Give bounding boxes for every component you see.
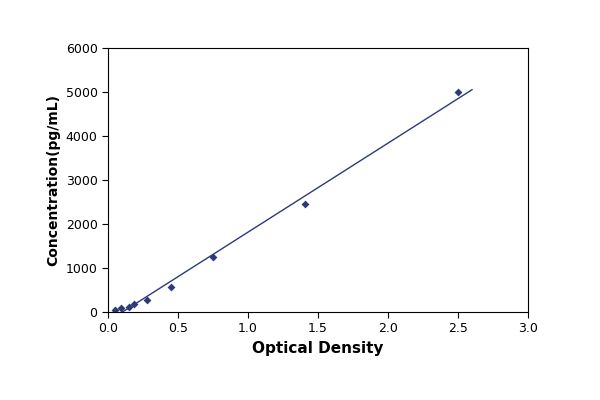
X-axis label: Optical Density: Optical Density xyxy=(252,341,384,356)
Point xyxy=(453,89,463,95)
Point xyxy=(116,305,126,311)
Point xyxy=(166,284,176,290)
Point xyxy=(208,254,218,260)
Point xyxy=(124,303,134,310)
Point xyxy=(110,307,119,313)
Point xyxy=(301,201,310,207)
Point xyxy=(143,296,152,303)
Point xyxy=(130,300,139,307)
Y-axis label: Concentration(pg/mL): Concentration(pg/mL) xyxy=(46,94,60,266)
